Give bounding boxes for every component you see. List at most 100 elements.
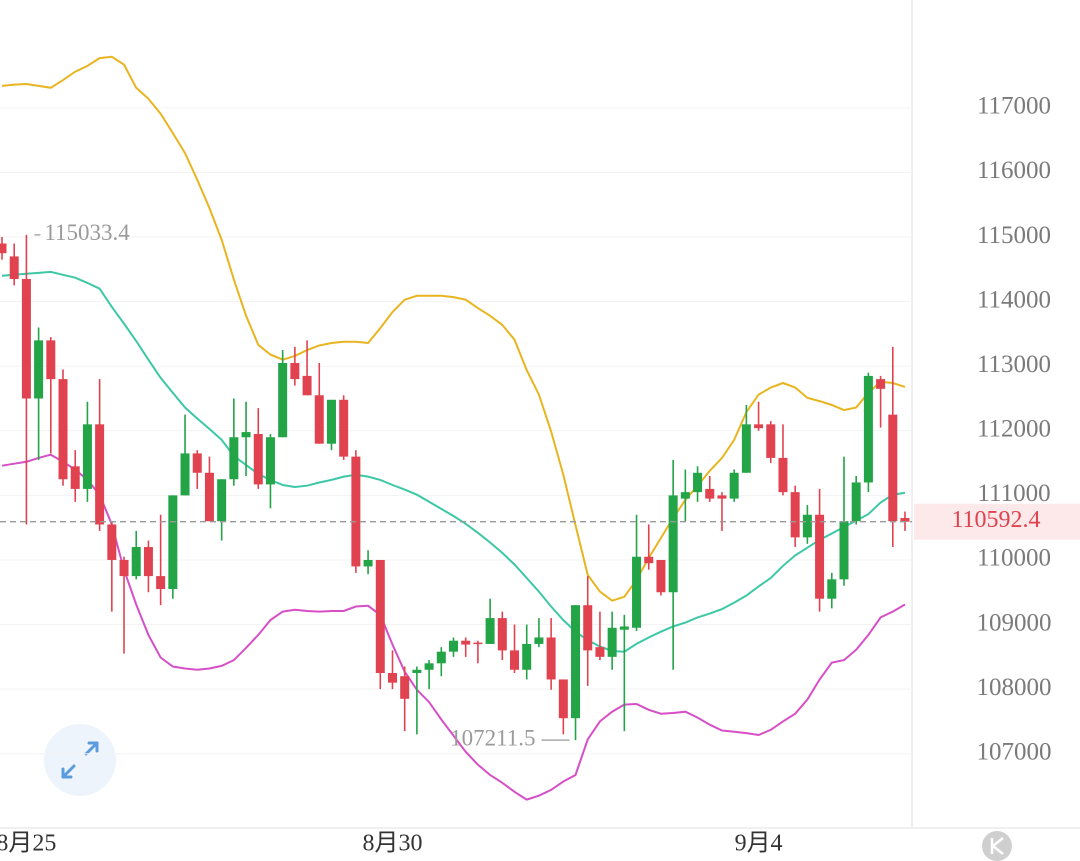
candle-body	[9, 256, 19, 280]
candle-body	[607, 627, 617, 657]
candles	[0, 234, 910, 741]
candle-body	[34, 340, 44, 399]
y-tick-label: 110000	[977, 545, 1051, 572]
y-tick-label: 117000	[977, 93, 1051, 120]
candle-body	[851, 482, 861, 522]
candle-body	[131, 547, 141, 577]
x-tick-label: 8月25	[0, 831, 56, 857]
candle-body	[632, 556, 642, 628]
expand-button[interactable]	[44, 724, 116, 796]
candle-body	[900, 517, 910, 522]
candle-body	[705, 488, 715, 499]
y-tick-label: 109000	[977, 609, 1052, 636]
candle-body	[119, 559, 129, 577]
candle-body	[180, 453, 190, 496]
candle-body	[95, 424, 105, 525]
candle-body	[107, 524, 117, 560]
candle-body	[473, 642, 483, 645]
candle-body	[558, 679, 568, 719]
candle-body	[436, 651, 446, 664]
candle-body	[717, 495, 727, 499]
y-tick-label: 116000	[977, 157, 1051, 184]
candle-body	[888, 414, 898, 522]
candle-body	[241, 432, 251, 438]
candle-body	[571, 605, 581, 719]
candle-body	[204, 472, 214, 522]
candle-body	[58, 379, 68, 480]
candle-body	[522, 643, 532, 670]
candle-body	[729, 472, 739, 499]
y-tick-label: 114000	[977, 286, 1051, 313]
candle-body	[546, 637, 556, 680]
candle-body	[326, 399, 336, 444]
candle-body	[229, 437, 239, 480]
last-price-label: 110592.4	[951, 507, 1040, 533]
candle-body	[497, 618, 507, 651]
labels: 107000 108000 109000 110000 111000 112000 1130…	[0, 93, 1080, 857]
candle-body	[876, 379, 886, 389]
candle-body	[863, 375, 873, 483]
candle-body	[265, 437, 275, 485]
candle-body	[0, 243, 7, 254]
candle-body	[217, 479, 227, 522]
k-button[interactable]	[982, 831, 1012, 861]
band-line	[1, 453, 906, 801]
last-price-box	[914, 503, 1080, 540]
candle-body	[766, 424, 776, 458]
expand-button-bg	[44, 724, 116, 796]
x-tick-label: 8月30	[362, 831, 422, 857]
candle-body	[82, 424, 92, 489]
k-icon	[990, 837, 1004, 855]
k-button-bg	[982, 831, 1012, 861]
candle-body	[583, 605, 593, 651]
candle-body	[278, 362, 288, 438]
high-label: 115033.4	[44, 220, 130, 245]
candle-body	[778, 457, 788, 493]
y-tick-label: 107000	[977, 738, 1052, 765]
y-tick-label: 111000	[977, 480, 1050, 507]
band-line	[1, 55, 906, 602]
candle-body	[510, 650, 520, 670]
candle-body	[46, 340, 56, 380]
candle-body	[449, 640, 458, 652]
candle-body	[741, 424, 751, 473]
candle-body	[302, 375, 312, 396]
candle-body	[192, 453, 202, 473]
y-tick-label: 108000	[977, 674, 1052, 701]
candle-body	[790, 492, 800, 538]
candle-body	[168, 495, 178, 590]
candle-body	[656, 559, 666, 593]
candle-body	[314, 395, 324, 444]
candle-body	[693, 472, 703, 493]
candle-body	[339, 399, 349, 457]
candle-body	[802, 514, 812, 538]
candle-body	[375, 559, 385, 673]
candle-body	[485, 618, 495, 644]
x-tick-label: 9月4	[735, 831, 783, 857]
candle-body	[424, 663, 434, 670]
candle-body	[70, 466, 80, 489]
candle-body	[668, 495, 678, 593]
y-tick-label: 113000	[977, 351, 1051, 378]
candle-body	[21, 279, 31, 399]
grid	[0, 107, 912, 755]
band-line	[1, 270, 906, 653]
candle-body	[461, 640, 471, 645]
candle-body	[595, 647, 605, 657]
candle-body	[839, 521, 849, 580]
candle-body	[290, 362, 300, 380]
candle-body	[156, 576, 166, 590]
candle-body	[412, 669, 422, 673]
candle-body	[680, 492, 690, 499]
candle-body	[534, 637, 544, 644]
expand-icon	[61, 741, 99, 779]
y-tick-label: 112000	[977, 416, 1051, 443]
candle-body	[619, 626, 629, 630]
candle-body	[400, 676, 410, 699]
y-tick-label: 115000	[977, 222, 1051, 249]
candle-body	[363, 559, 373, 567]
bands	[1, 55, 906, 801]
candle-body	[253, 434, 263, 485]
